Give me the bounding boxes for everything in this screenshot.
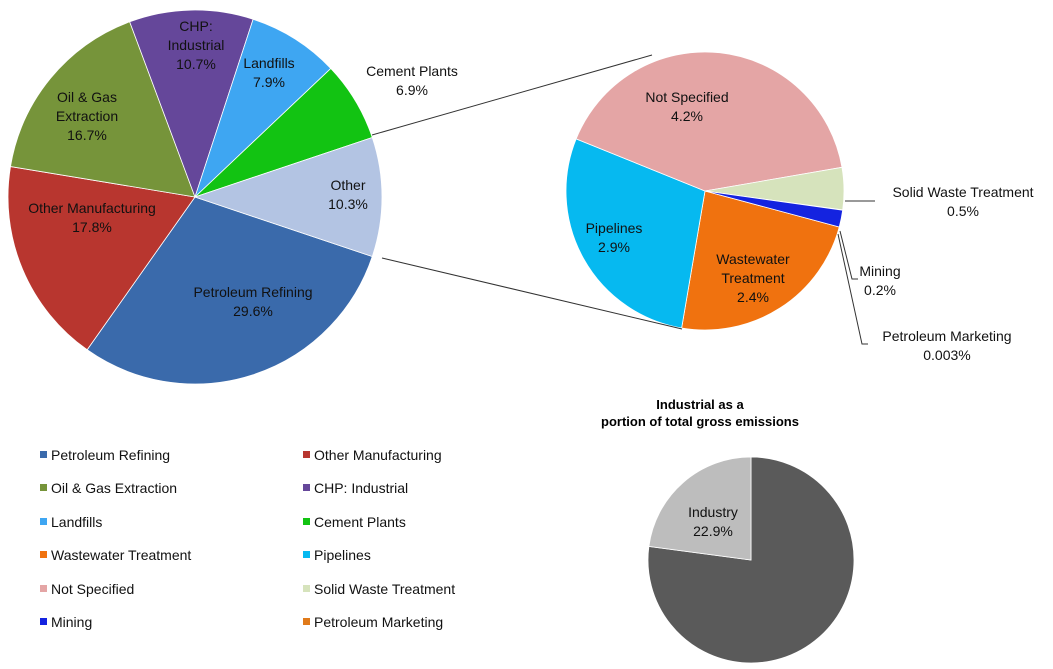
legend-marker	[40, 551, 47, 559]
slice-name: Other Manufacturing	[28, 200, 156, 216]
legend-item: Not Specified	[40, 581, 134, 597]
slice-label: Cement Plants 6.9%	[312, 62, 512, 100]
slice-value: 0.003%	[923, 347, 971, 363]
chart-title: Industrial as a portion of total gross em…	[540, 396, 860, 430]
leader-line	[837, 233, 868, 345]
legend-label: Mining	[51, 614, 93, 630]
pie-slice	[704, 190, 844, 228]
slice-value: 0.5%	[947, 203, 979, 219]
legend-item: Petroleum Marketing	[303, 614, 443, 630]
slice-name: Not Specified	[645, 89, 729, 105]
legend-item: Other Manufacturing	[303, 447, 442, 463]
legend-marker	[40, 517, 47, 525]
slice-label: Wastewater Treatment 2.4%	[708, 250, 798, 307]
slice-label: Mining 0.2%	[830, 262, 930, 300]
legend-item: Pipelines	[303, 547, 371, 563]
legend-marker	[40, 484, 47, 492]
pie-slice	[193, 136, 383, 258]
slice-value: 10.7%	[176, 56, 216, 72]
slice-value: 6.9%	[396, 82, 428, 98]
legend-label: Cement Plants	[314, 513, 406, 530]
pie-slice	[565, 138, 706, 329]
legend-label: Landfills	[51, 513, 103, 530]
legend-item: CHP: Industrial	[303, 480, 408, 496]
slice-label: Other Manufacturing 17.8%	[0, 199, 192, 237]
leader-line	[839, 230, 858, 280]
slice-label: CHP: Industrial 10.7%	[156, 17, 236, 74]
connector-line	[371, 54, 653, 136]
connector-line	[381, 257, 683, 330]
slice-label: Industry 22.9%	[663, 503, 763, 541]
legend-marker	[303, 517, 310, 525]
legend-item: Landfills	[40, 514, 102, 530]
slice-name: Landfills	[243, 55, 295, 71]
slice-value: 7.9%	[253, 74, 285, 90]
pie-slice	[648, 456, 752, 561]
legend-marker	[303, 618, 310, 625]
legend-label: CHP: Industrial	[314, 480, 409, 497]
slice-label: Oil & Gas Extraction 16.7%	[42, 88, 132, 145]
slice-label: Other 10.3%	[298, 176, 398, 214]
title-line: portion of total gross emissions	[601, 414, 799, 429]
slice-label: Solid Waste Treatment 0.5%	[863, 183, 1053, 221]
title-line: Industrial as a	[656, 397, 744, 412]
slice-name: Wastewater Treatment	[716, 251, 790, 286]
legend-marker	[40, 451, 47, 458]
slice-value: 2.4%	[737, 289, 769, 305]
legend-label: Petroleum Marketing	[314, 614, 444, 630]
legend-item: Solid Waste Treatment	[303, 581, 455, 597]
legend-marker	[40, 618, 47, 625]
legend-label: Not Specified	[51, 580, 135, 597]
legend-item: Wastewater Treatment	[40, 547, 191, 563]
slice-name: Mining	[859, 263, 901, 279]
slice-value: 22.9%	[693, 523, 733, 539]
legend-label: Pipelines	[314, 547, 371, 564]
slice-name: Solid Waste Treatment	[892, 184, 1034, 200]
slice-value: 16.7%	[67, 127, 107, 143]
slice-name: Oil & Gas Extraction	[55, 89, 119, 124]
legend-item: Mining	[40, 614, 92, 630]
slice-label: Landfills 7.9%	[219, 54, 319, 92]
legend-item: Cement Plants	[303, 514, 406, 530]
slice-name: Petroleum Refining	[193, 284, 313, 300]
slice-value: 0.2%	[864, 282, 896, 298]
pie-slice	[194, 18, 332, 198]
slice-value: 4.2%	[671, 108, 703, 124]
pie-slice	[129, 9, 254, 199]
pie-slice	[10, 21, 196, 198]
slice-name: Other	[330, 177, 366, 193]
slice-label: Not Specified 4.2%	[612, 88, 762, 126]
slice-name: Industry	[688, 504, 738, 520]
legend-item: Oil & Gas Extraction	[40, 480, 177, 496]
pie-slice	[681, 190, 840, 331]
legend-item: Petroleum Refining	[40, 447, 170, 463]
legend-label: Petroleum Refining	[51, 447, 171, 463]
slice-label: Petroleum Refining 29.6%	[153, 283, 353, 321]
legend-label: Other Manufacturing	[314, 447, 442, 463]
pie-slice	[575, 51, 843, 192]
pie-slice	[7, 166, 196, 351]
slice-value: 17.8%	[72, 219, 112, 235]
legend-label: Oil & Gas Extraction	[51, 480, 178, 497]
pie-slice	[86, 196, 373, 385]
slice-label: Petroleum Marketing 0.003%	[847, 327, 1047, 365]
legend-marker	[303, 451, 310, 458]
legend-label: Wastewater Treatment	[51, 547, 192, 564]
slice-value: 2.9%	[598, 239, 630, 255]
slice-name: CHP: Industrial	[167, 18, 225, 53]
slice-name: Cement Plants	[366, 63, 458, 79]
legend-label: Solid Waste Treatment	[314, 580, 456, 597]
legend-marker	[303, 484, 310, 492]
slice-value: 29.6%	[233, 303, 273, 319]
slice-value: 10.3%	[328, 196, 368, 212]
slice-name: Petroleum Marketing	[882, 328, 1012, 344]
slice-name: Pipelines	[585, 220, 643, 236]
slice-label: Pipelines 2.9%	[564, 219, 664, 257]
legend-marker	[303, 551, 310, 559]
legend-marker	[303, 584, 310, 592]
legend-marker	[40, 584, 47, 592]
